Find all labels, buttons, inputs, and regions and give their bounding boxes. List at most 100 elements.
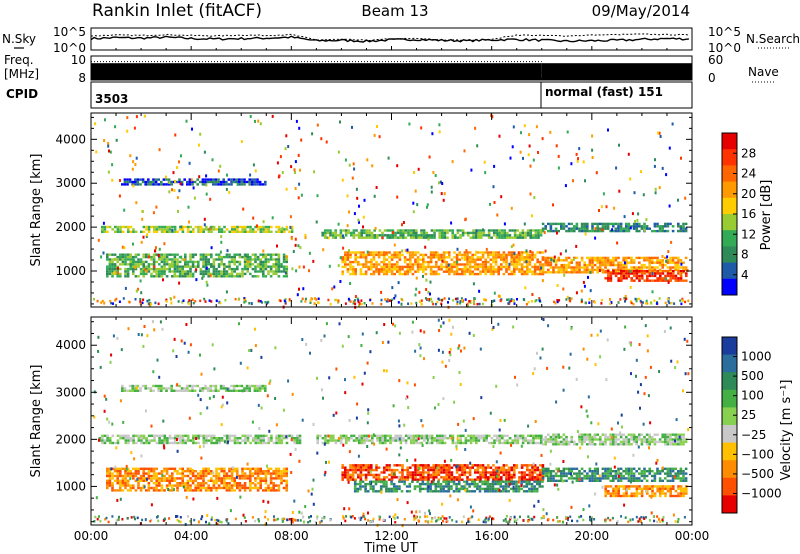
power-colorbar-segment-4 <box>722 181 737 199</box>
velocity-echo-band-7 <box>541 433 688 446</box>
power-colorbar-segment-7 <box>722 230 737 247</box>
power-colorbar-segment-6 <box>722 214 737 231</box>
power-colorbar-tick-3: 20 <box>741 187 756 201</box>
velocity-colorbar-segment-8 <box>722 460 737 479</box>
power-colorbar-tick-2: 24 <box>741 167 756 181</box>
velocity-ytick-label-2: 2000 <box>55 432 86 446</box>
velocity-colorbar-tick-8: −1000 <box>741 486 782 500</box>
power-echo-band-4 <box>321 229 543 239</box>
power-ytick-label-1: 1000 <box>55 264 86 278</box>
power-colorbar-tick-5: 12 <box>741 227 756 241</box>
power-colorbar-tick-7: 4 <box>741 268 749 282</box>
power-panel: 1000 2000 3000 4000 Slant Range [km] 28 24 20… <box>29 112 774 309</box>
power-echo-band-5 <box>341 251 545 276</box>
station-title: Rankin Inlet (fitACF) <box>92 1 262 21</box>
velocity-echo-band-1 <box>98 434 302 445</box>
velocity-colorbar-tick-1: 1000 <box>741 350 772 364</box>
velocity-colorbar-tick-2: 500 <box>741 369 764 383</box>
velocity-colorbar-segment-2 <box>722 354 737 373</box>
freq-tick-bottom: 8 <box>78 71 86 85</box>
noise-left-label: N.Sky <box>2 32 36 46</box>
x-tick-label-5: 16:00 <box>474 529 509 543</box>
velocity-colorbar-segment-9 <box>722 477 737 496</box>
x-tick-label-7: 00:00 <box>675 529 710 543</box>
nave-label: Nave <box>748 65 779 79</box>
velocity-echo-band-6 <box>353 480 544 493</box>
velocity-echo-band-4 <box>316 434 543 445</box>
freq-segment-1 <box>91 63 542 80</box>
freq-panel: Freq. [MHz] 10 8 60 0 Nave <box>4 53 779 85</box>
power-ylabel: Slant Range [km] <box>29 154 44 267</box>
cpid-panel: CPID 3503 normal (fast) 151 <box>6 81 693 109</box>
nave-tick-bottom: 0 <box>708 71 716 85</box>
power-colorbar-tick-1: 28 <box>741 146 756 160</box>
freq-label-top: Freq. <box>4 53 34 67</box>
power-echo-band-2 <box>106 253 288 278</box>
freq-tick-top: 10 <box>71 53 86 67</box>
cpid-label: CPID <box>6 87 38 101</box>
cpid-entry-2: normal (fast) 151 <box>545 85 663 99</box>
power-colorbar-segment-1 <box>722 133 737 150</box>
velocity-colorbar-segment-5 <box>722 407 737 426</box>
velocity-panel: 1000 2000 3000 4000 Slant Range [km] 1000 50… <box>29 316 794 528</box>
x-axis: 00:00 04:00 08:00 12:00 16:00 20:00 00:00 <box>74 46 710 543</box>
noise-left-tick-top: 10^5 <box>53 25 86 39</box>
noise-left-tick-bottom: 10^0 <box>53 41 86 55</box>
power-colorbar-segment-8 <box>722 246 737 264</box>
velocity-echo-band-8 <box>541 467 688 482</box>
noise-right-tick-top: 10^5 <box>708 25 741 39</box>
velocity-echo-band-5 <box>341 464 545 481</box>
velocity-ytick-label-4: 4000 <box>55 338 86 352</box>
velocity-colorbar-tick-5: −25 <box>741 428 766 442</box>
power-colorbar-segment-9 <box>722 262 737 280</box>
velocity-colorbar-tick-3: 100 <box>741 389 764 403</box>
noise-right-tick-bottom: 10^0 <box>708 41 741 55</box>
velocity-colorbar-segment-6 <box>722 425 737 444</box>
power-ytick-label-2: 2000 <box>55 220 86 234</box>
power-colorbar-tick-6: 8 <box>741 248 749 262</box>
velocity-echo-band-3 <box>121 384 267 392</box>
cpid-frame <box>90 81 693 109</box>
velocity-frame <box>90 316 693 526</box>
nave-tick-top: 60 <box>708 53 723 67</box>
velocity-ytick-label-1: 1000 <box>55 479 86 493</box>
x-axis-label: Time UT <box>363 541 417 554</box>
noise-right-label: N.Search <box>746 32 800 46</box>
velocity-colorbar-segment-4 <box>722 389 737 408</box>
noise-search-line <box>90 33 690 42</box>
velocity-colorbar-tick-4: 25 <box>741 408 756 422</box>
power-echo-band-1 <box>101 225 294 233</box>
x-tick-label-2: 04:00 <box>174 529 209 543</box>
velocity-colorbar-segment-7 <box>722 442 737 461</box>
velocity-echo-band-2 <box>106 467 288 492</box>
power-colorbar-segment-5 <box>722 197 737 215</box>
velocity-colorbar-segment-3 <box>722 372 737 391</box>
x-tick-label-3: 08:00 <box>274 529 309 543</box>
power-echo-band-8 <box>604 269 688 282</box>
velocity-colorbar-tick-7: −500 <box>741 467 774 481</box>
power-echo-band-6 <box>541 222 688 233</box>
x-tick-label-1: 00:00 <box>74 529 109 543</box>
velocity-ytick-label-3: 3000 <box>55 385 86 399</box>
velocity-cbar-label: Velocity [m s⁻¹] <box>779 380 794 481</box>
x-tick-label-6: 20:00 <box>575 529 610 543</box>
power-colorbar-segment-2 <box>722 149 737 166</box>
velocity-colorbar-tick-6: −100 <box>741 447 774 461</box>
cpid-entry-1: 3503 <box>95 92 128 106</box>
power-ytick-label-3: 3000 <box>55 176 86 190</box>
power-cbar-label: Power [dB] <box>759 180 774 251</box>
x-tick-label-4: 12:00 <box>374 529 409 543</box>
power-ytick-label-4: 4000 <box>55 132 86 146</box>
noise-panel: N.Sky 10^5 10^0 10^5 10^0 N.Search <box>2 25 800 55</box>
velocity-echo-band-9 <box>604 485 688 498</box>
power-scatter-echoes <box>93 113 690 309</box>
velocity-colorbar-segment-10 <box>722 495 737 514</box>
power-frame <box>90 112 693 308</box>
velocity-colorbar-segment-1 <box>722 337 737 356</box>
power-colorbar-tick-4: 16 <box>741 207 756 221</box>
velocity-ylabel: Slant Range [km] <box>29 365 44 478</box>
date-title: 09/May/2014 <box>592 2 690 20</box>
beam-title: Beam 13 <box>361 2 428 20</box>
power-colorbar-segment-3 <box>722 165 737 183</box>
